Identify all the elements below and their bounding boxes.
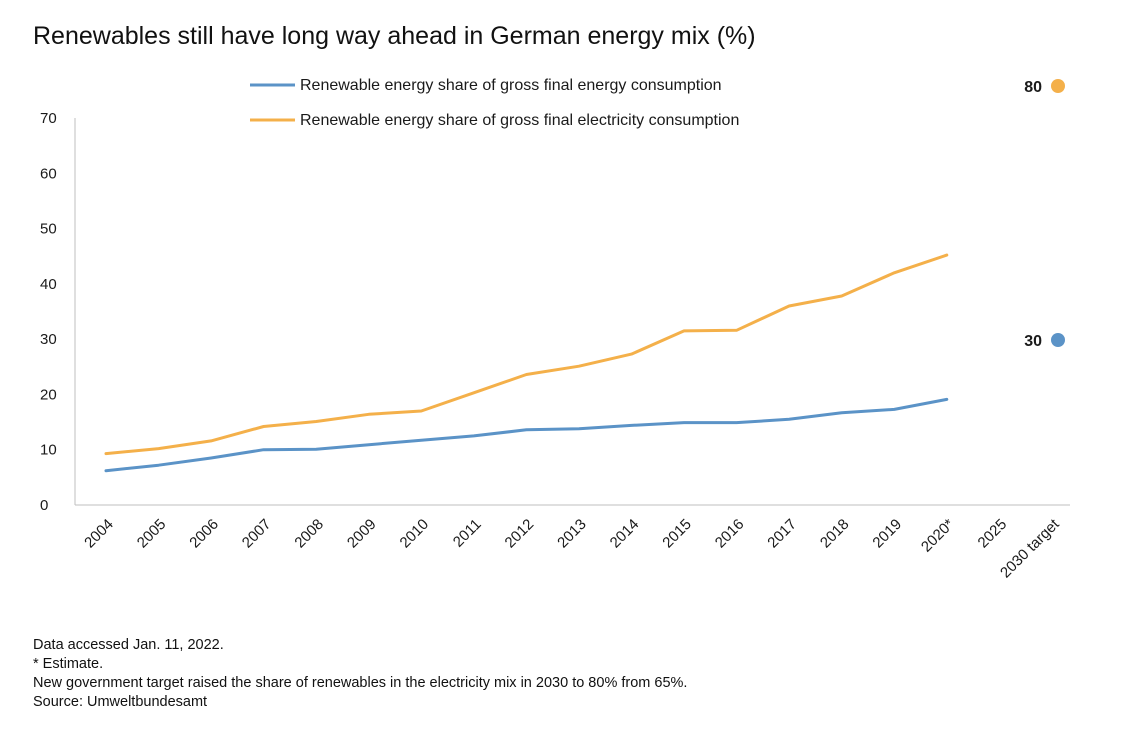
y-tick-label: 10 [40,442,57,459]
x-tick-label: 2011 [450,516,485,551]
x-tick-label: 2010 [397,516,433,552]
target-label-0: 80 [1024,79,1042,96]
x-tick-label: 2016 [712,516,748,552]
y-tick-label: 0 [40,497,48,514]
x-tick-label: 2005 [134,516,170,552]
x-tick-label: 2014 [607,516,643,552]
legend-label-0: Renewable energy share of gross final en… [300,77,722,94]
legend-label-1: Renewable energy share of gross final el… [300,112,739,129]
y-tick-label: 60 [40,165,57,182]
x-tick-label: 2008 [291,516,327,552]
target-marker-0 [1051,79,1065,93]
y-tick-label: 30 [40,331,57,348]
series-line-1 [104,253,949,456]
x-tick-label: 2025 [975,516,1011,552]
x-tick-label: 2009 [344,516,380,552]
y-tick-label: 20 [40,386,57,403]
target-label-1: 30 [1024,333,1042,350]
x-tick-label: 2018 [817,516,853,552]
x-tick-label: 2019 [869,516,905,552]
footnote-data-accessed: Data accessed Jan. 11, 2022. [33,637,224,653]
x-tick-label: 2020* [918,516,958,556]
y-tick-label: 50 [40,221,57,238]
y-tick-label: 70 [40,110,57,127]
x-tick-label: 2006 [186,516,222,552]
x-tick-label: 2012 [502,516,538,552]
footnote-source: Source: Umweltbundesamt [33,694,208,710]
x-tick-label: 2017 [764,516,800,552]
footnote-estimate: * Estimate. [33,656,104,672]
footnote-target-note: New government target raised the share o… [33,675,688,691]
series-line-0 [104,397,949,473]
x-tick-label: 2007 [239,516,275,552]
target-marker-1 [1051,333,1065,347]
x-tick-label: 2015 [659,516,695,552]
x-tick-label: 2004 [81,516,117,552]
chart-title: Renewables still have long way ahead in … [33,22,756,50]
footnotes: Data accessed Jan. 11, 2022. * Estimate.… [33,636,687,712]
y-tick-label: 40 [40,276,57,293]
x-tick-label: 2013 [554,516,590,552]
